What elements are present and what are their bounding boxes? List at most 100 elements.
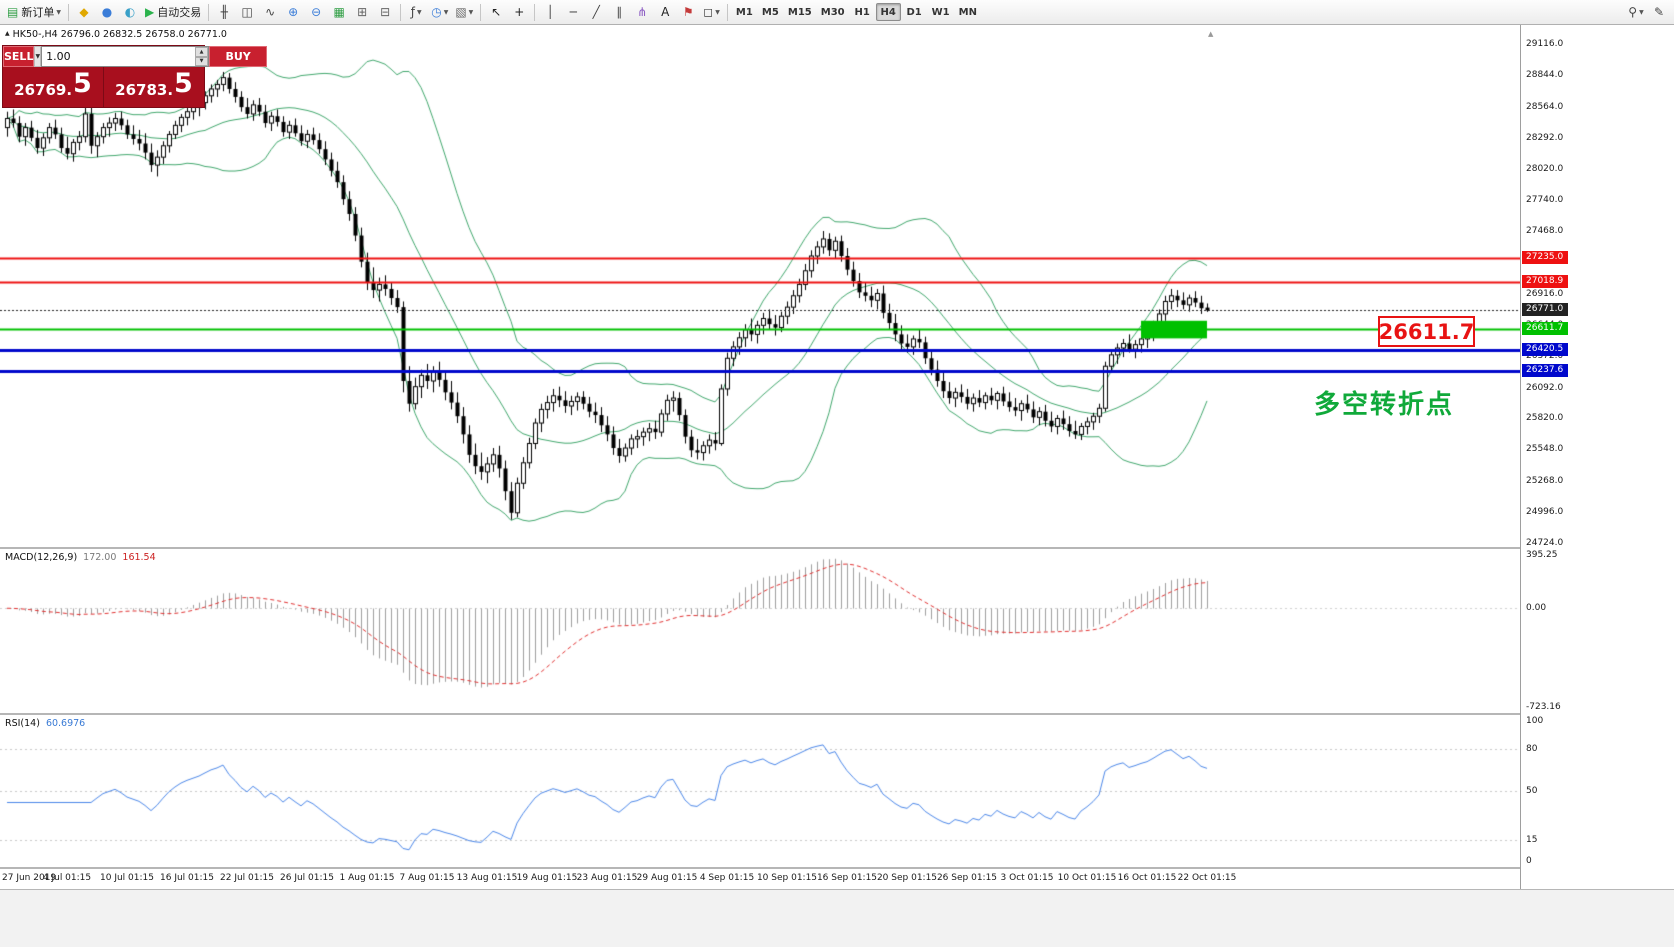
buy-price-display[interactable]: 26783. 5 <box>104 67 204 107</box>
market-watch-icon[interactable]: ● <box>96 2 118 22</box>
timeframe-h1[interactable]: H1 <box>854 6 870 18</box>
chevron-down-icon[interactable]: ▼ <box>56 8 61 16</box>
turning-point-annotation[interactable]: 多空转折点 <box>1314 390 1455 420</box>
data-window-icon[interactable]: ◐ <box>119 2 141 22</box>
scroll-to-end-marker[interactable]: ▲ <box>1208 30 1214 38</box>
price-axis-label: 24996.0 <box>1526 507 1564 518</box>
period-icon[interactable]: ◷ ▼ <box>428 2 451 22</box>
price-axis-label: 28844.0 <box>1526 69 1564 80</box>
algo-trading-button[interactable]: ▶ 自动交易 <box>142 2 204 22</box>
time-axis-label: 20 Sep 01:15 <box>876 873 938 883</box>
volume-up-icon[interactable]: ▲ <box>195 47 209 57</box>
macd-canvas[interactable] <box>0 549 1520 713</box>
chevron-down-icon[interactable]: ▼ <box>715 8 720 16</box>
candlestick-chart-icon[interactable]: ◫ <box>236 2 258 22</box>
timeframe-m1[interactable]: M1 <box>735 6 753 18</box>
rsi-scale-label: 80 <box>1526 744 1538 754</box>
tile-windows-icon[interactable]: ⊞ <box>351 2 373 22</box>
panel-separator[interactable] <box>0 713 1674 715</box>
time-axis-label: 10 Jul 01:15 <box>100 873 154 883</box>
time-axis-label: 10 Oct 01:15 <box>1057 873 1117 883</box>
search-icon-glyph: ⚲ <box>1628 5 1638 19</box>
zoom-in-icon-glyph: ⊕ <box>288 5 299 19</box>
label-flag-icon-glyph: ⚑ <box>682 5 694 19</box>
chevron-down-icon[interactable]: ▼ <box>417 8 422 16</box>
timeframe-m30[interactable]: M30 <box>820 6 845 18</box>
timeframe-w1[interactable]: W1 <box>931 6 950 18</box>
line-chart-icon[interactable]: ∿ <box>259 2 281 22</box>
time-axis-label: 3 Oct 01:15 <box>1000 873 1054 883</box>
timeframe-mn[interactable]: MN <box>958 6 977 18</box>
rsi-scale-label: 100 <box>1526 716 1544 726</box>
cursor-icon[interactable]: ↖ <box>485 2 507 22</box>
new-order-button-label: 新订单 <box>21 6 55 19</box>
chevron-down-icon[interactable]: ▼ <box>1639 8 1644 16</box>
time-axis-label: 4 Sep 01:15 <box>699 873 755 883</box>
time-axis-label: 13 Aug 01:15 <box>456 873 518 883</box>
trendline-icon-glyph: ╱ <box>592 5 600 19</box>
panel-separator[interactable] <box>0 867 1674 869</box>
fibonacci-icon[interactable]: ⋔ <box>631 2 653 22</box>
cascade-windows-icon[interactable]: ⊟ <box>374 2 396 22</box>
indicators-icon[interactable]: ƒ ▼ <box>405 2 427 22</box>
volume-down-icon[interactable]: ▼ <box>195 56 209 66</box>
time-axis-label: 7 Aug 01:15 <box>399 873 455 883</box>
toolbar-separator <box>534 3 536 21</box>
time-axis-label: 22 Oct 01:15 <box>1177 873 1237 883</box>
toolbar-separator <box>400 3 402 21</box>
zoom-in-icon[interactable]: ⊕ <box>282 2 304 22</box>
text-icon[interactable]: A <box>654 2 676 22</box>
timeframe-h4[interactable]: H4 <box>875 3 901 21</box>
buy-button[interactable]: BUY <box>209 46 268 67</box>
volume-input[interactable] <box>42 47 196 66</box>
crosshair-icon[interactable]: + <box>508 2 530 22</box>
price-alert-icon[interactable]: ◆ <box>73 2 95 22</box>
order-type-dropdown[interactable]: ▼ <box>34 46 42 67</box>
label-flag-icon[interactable]: ⚑ <box>677 2 699 22</box>
buy-price-main: 26783. <box>115 81 174 99</box>
grid-icon[interactable]: ▦ <box>328 2 350 22</box>
channel-icon[interactable]: ∥ <box>608 2 630 22</box>
templates-icon[interactable]: ▧ ▼ <box>452 2 476 22</box>
price-callout-26611[interactable]: 26611.7 <box>1378 316 1475 347</box>
price-chart-canvas[interactable] <box>0 25 1520 547</box>
horizontal-line-icon[interactable]: ─ <box>562 2 584 22</box>
indicators-icon-glyph: ƒ <box>410 5 415 19</box>
buy-price-frac: 5 <box>174 68 193 99</box>
shapes-icon-glyph: ◻ <box>703 5 714 19</box>
timeframe-m5[interactable]: M5 <box>761 6 779 18</box>
text-icon-glyph: A <box>661 5 670 19</box>
macd-main-value: 172.00 <box>83 552 117 563</box>
trendline-icon[interactable]: ╱ <box>585 2 607 22</box>
cascade-windows-icon-glyph: ⊟ <box>380 5 391 19</box>
timeframe-d1[interactable]: D1 <box>906 6 922 18</box>
search-icon[interactable]: ⚲ ▼ <box>1625 2 1647 22</box>
rsi-name: RSI(14) <box>5 718 40 729</box>
symbol-ohlc-text: HK50-,H4 26796.0 26832.5 26758.0 26771.0 <box>12 29 227 40</box>
sell-button[interactable]: SELL <box>3 46 35 67</box>
chevron-down-icon[interactable]: ▼ <box>468 8 474 16</box>
edit-icon[interactable]: ✎ <box>1648 2 1670 22</box>
shapes-icon[interactable]: ◻ ▼ <box>700 2 723 22</box>
new-order-button[interactable]: ▤ 新订单 ▼ <box>4 2 64 22</box>
price-axis[interactable]: 29116.0 28844.0 28564.0 28292.0 28020.0 27740… <box>1520 25 1674 889</box>
vertical-line-icon[interactable]: │ <box>539 2 561 22</box>
bar-chart-icon-glyph: ╫ <box>220 5 228 19</box>
horizontal-line-icon-glyph: ─ <box>569 5 577 19</box>
rsi-canvas[interactable] <box>0 715 1520 867</box>
cursor-icon-glyph: ↖ <box>491 5 502 19</box>
hline-price-marker: 26420.5 <box>1522 343 1568 357</box>
price-axis-label: 25820.0 <box>1526 413 1564 424</box>
panel-separator[interactable] <box>0 547 1674 549</box>
sell-price-display[interactable]: 26769. 5 <box>3 67 104 107</box>
rsi-scale-label: 50 <box>1526 786 1538 796</box>
bar-chart-icon[interactable]: ╫ <box>213 2 235 22</box>
time-axis[interactable]: 27 Jun 2019 4 Jul 01:15 10 Jul 01:15 16 Jul… <box>0 869 1520 889</box>
one-click-collapse-icon[interactable]: ▲ <box>5 30 10 37</box>
chevron-down-icon[interactable]: ▼ <box>443 8 449 16</box>
current-price-marker: 26771.0 <box>1522 303 1568 317</box>
zoom-out-icon[interactable]: ⊖ <box>305 2 327 22</box>
price-axis-label: 25548.0 <box>1526 444 1564 455</box>
timeframe-m15[interactable]: M15 <box>787 6 812 18</box>
